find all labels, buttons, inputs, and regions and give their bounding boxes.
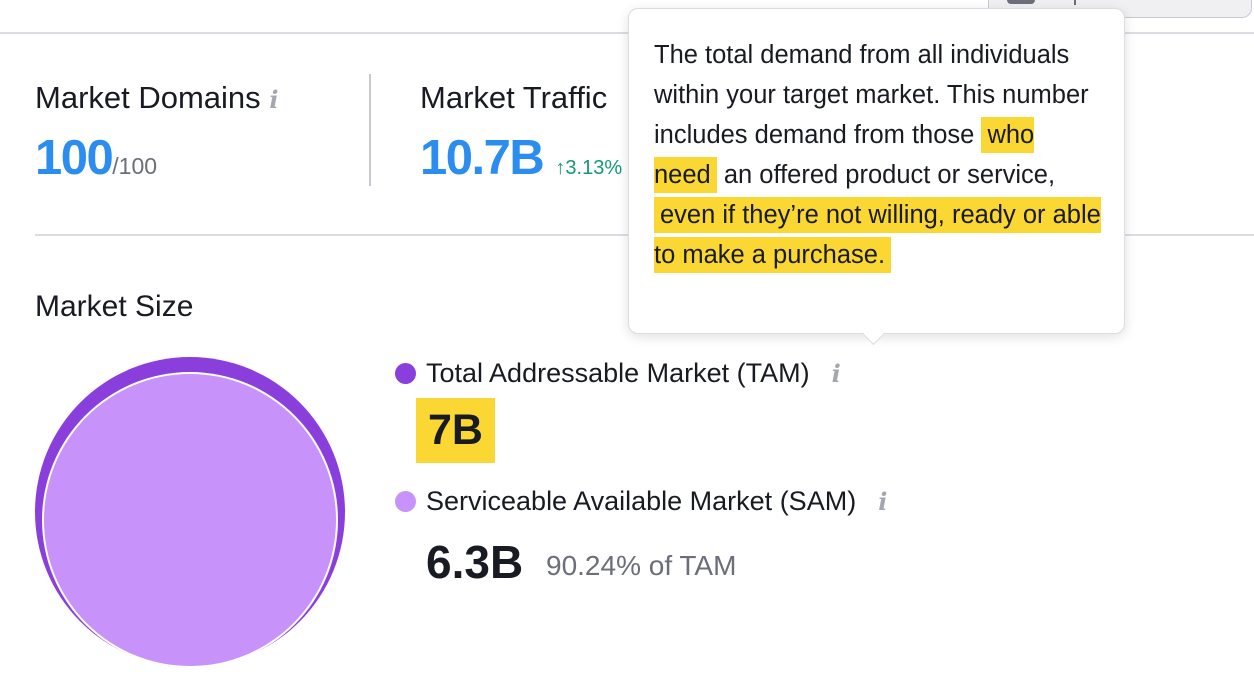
sam-label: Serviceable Available Market (SAM) — [426, 486, 857, 516]
divider — [0, 32, 1254, 34]
market-traffic-value: 10.7B ↑3.13% — [420, 130, 622, 186]
section-title: Market Size — [35, 290, 194, 323]
market-domains-value: 100/100 — [35, 130, 157, 186]
tooltip-highlight: even if they’re not willing, ready or ab… — [654, 197, 1101, 273]
sam-percent: 90.24% of TAM — [546, 550, 737, 581]
toolbar-icon — [1007, 0, 1035, 4]
sam-circle — [44, 374, 336, 666]
tam-dot — [395, 363, 416, 384]
info-icon[interactable]: i — [269, 85, 279, 114]
delta-badge: ↑3.13% — [555, 157, 623, 179]
market-domains-title: Market Domains i — [35, 80, 278, 116]
sam-value: 6.3B — [426, 536, 524, 588]
suffix: /100 — [112, 153, 158, 179]
info-icon[interactable]: i — [831, 359, 841, 388]
label: Market Domains — [35, 80, 261, 115]
tooltip-text: an offered product or service, — [716, 161, 1056, 189]
sam-dot — [395, 491, 416, 512]
legend-tam: Total Addressable Market (TAM) i — [395, 358, 841, 389]
value: 100 — [35, 131, 114, 185]
info-icon[interactable]: i — [878, 487, 888, 516]
tam-value: 7B — [416, 398, 495, 463]
divider — [1074, 0, 1076, 5]
tam-label: Total Addressable Market (TAM) — [426, 358, 810, 388]
value: 10.7B — [420, 131, 545, 185]
divider — [369, 74, 371, 186]
tooltip-text: The total demand from all individuals wi… — [654, 41, 1089, 149]
tam-tooltip: The total demand from all individuals wi… — [628, 8, 1125, 334]
market-size-chart — [35, 357, 345, 668]
market-traffic-title: Market Traffic — [420, 80, 608, 115]
legend-sam: Serviceable Available Market (SAM) i — [395, 486, 887, 517]
